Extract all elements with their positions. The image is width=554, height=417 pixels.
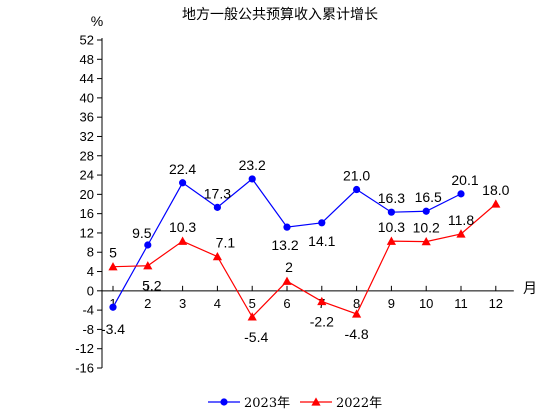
data-label: -5.4 [244,329,268,345]
data-label: 11.8 [448,212,474,228]
series-2022: 5 5.2 10.3 7.1 -5.4 2 -2.2 -4.8 10.3 10.2 11.8 18.0 [108,182,510,345]
chart-title: 地方一般公共预算收入累计增长 [182,7,378,23]
x-tick-label: 10 [419,296,433,311]
y-tick-label: 24 [80,168,94,183]
data-label: 22.4 [169,161,196,177]
x-tick-label: 9 [388,296,395,311]
data-label: 9.5 [132,225,152,241]
x-tick-label: 8 [353,296,360,311]
y-tick-label: 0 [87,283,94,298]
data-label: 23.2 [239,157,266,173]
y-tick-label: -4 [82,303,94,318]
data-point [248,175,256,183]
data-point [143,261,153,270]
data-point [386,236,396,245]
data-point [352,309,362,318]
data-label: 10.2 [413,220,440,236]
data-point [212,251,222,261]
data-point [282,276,292,285]
legend: 2023年 2022年 [208,396,382,411]
y-tick-label: 48 [80,52,94,67]
y-tick-label: -16 [75,361,94,376]
data-point [144,241,152,249]
data-label: 21.0 [343,168,370,184]
data-point [317,296,327,306]
y-tick-label: 20 [80,187,94,202]
x-tick-label: 4 [214,296,221,311]
data-point [457,190,465,198]
series-line [112,203,497,318]
data-point [422,207,430,215]
data-label: 20.1 [451,172,478,188]
legend-item-2023: 2023年 [208,396,290,411]
data-point [109,303,117,311]
y-tick-label: -12 [75,341,94,356]
y-tick-label: 12 [80,225,94,240]
y-tick-label: 4 [87,264,94,279]
y-tick-label: 52 [80,33,94,48]
y-tick-label: 40 [80,90,94,105]
data-label: 14.1 [308,233,335,249]
y-tick-label: 16 [80,206,94,221]
data-label: 16.3 [378,190,405,206]
y-tick-label: 28 [80,148,94,163]
data-label: 17.3 [204,185,231,201]
data-label: 18.0 [482,182,509,198]
plot-area: -3.4 9.5 22.4 17.3 23.2 13.2 14.1 21.0 16.3 16.5 2… [101,157,510,345]
data-point [178,236,188,245]
data-point [421,237,431,246]
data-label: 5 [109,245,117,261]
data-label: 7.1 [216,235,236,251]
data-label: 10.3 [169,219,196,235]
data-point [318,219,326,227]
x-tick-label: 1 [109,296,116,311]
x-tick-label: 12 [489,296,503,311]
legend-marker [220,398,228,406]
data-label: -3.4 [101,321,125,337]
x-tick-label: 11 [454,296,468,311]
y-tick-label: -8 [82,322,94,337]
data-label: 2 [285,259,293,275]
x-tick-label: 5 [249,296,256,311]
data-label: 5.2 [142,278,162,294]
y-tick-label: 32 [80,129,94,144]
data-point [108,262,118,271]
data-point [179,179,187,187]
x-tick-label: 2 [144,296,151,311]
data-label: 13.2 [271,237,298,253]
data-point [491,199,501,208]
data-point [213,203,221,211]
data-point [353,185,361,194]
data-label: -2.2 [310,313,334,329]
legend-label: 2022年 [336,396,382,411]
data-label: 16.5 [415,189,442,205]
x-tick-label: 6 [283,296,290,311]
data-label: 10.3 [378,219,405,235]
legend-label: 2023年 [244,396,290,411]
data-point [387,208,395,216]
series-2023: -3.4 9.5 22.4 17.3 23.2 13.2 14.1 21.0 16.3 16.5 2… [101,157,479,337]
data-point [247,312,257,321]
data-point [456,229,466,238]
data-label: -4.8 [345,326,369,342]
legend-item-2022: 2022年 [300,396,382,411]
x-tick-label: 3 [179,296,186,311]
x-axis-unit: 月 [523,280,537,296]
y-tick-label: 44 [80,71,94,86]
y-tick-label: 36 [80,110,94,125]
y-axis-unit: % [91,13,103,29]
legend-marker [311,397,321,406]
y-tick-label: 8 [87,245,94,260]
data-point [283,223,291,231]
